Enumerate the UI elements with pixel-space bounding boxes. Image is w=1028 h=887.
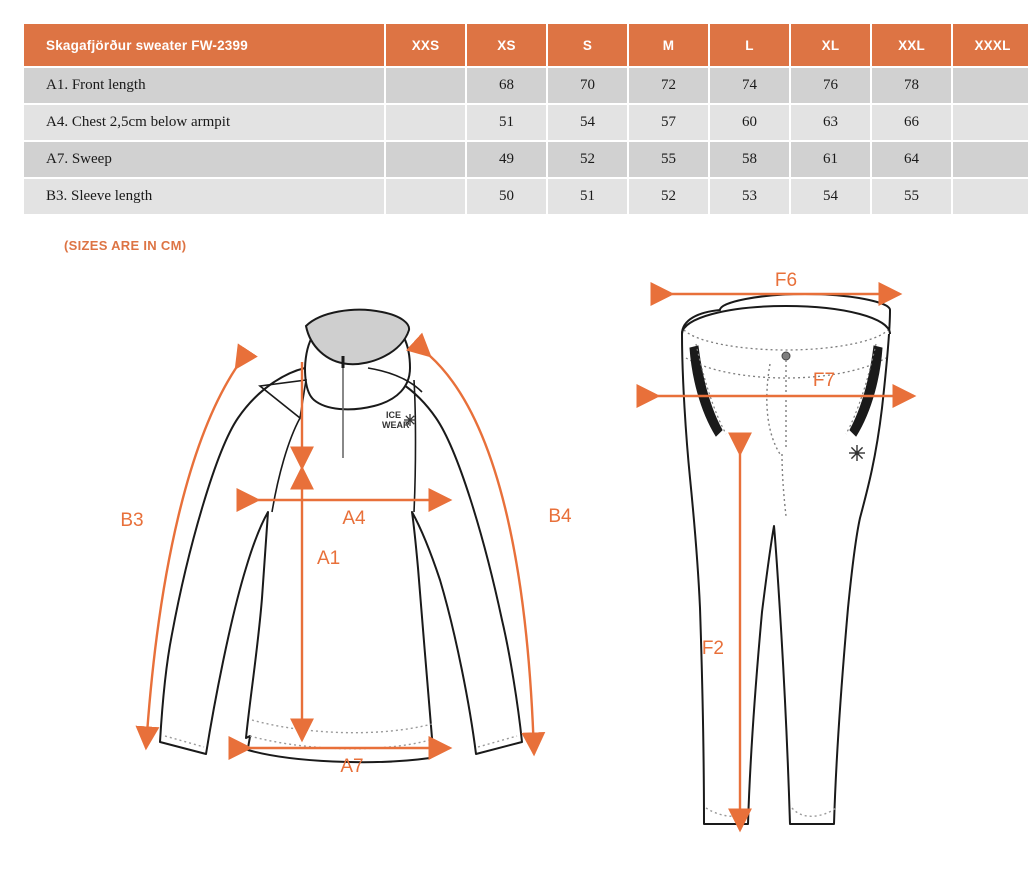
measurement-value: 51	[548, 179, 627, 214]
waistband-button-icon	[781, 351, 791, 361]
f2-label: F2	[702, 638, 724, 659]
sweater-diagram: ICE WEAR B3 A1	[120, 308, 572, 777]
a4-label: A4	[342, 508, 366, 529]
collar-inner-fill	[304, 308, 411, 366]
table-row: A1. Front length 68 70 72 74 76 78	[24, 68, 1028, 103]
trousers-body-path	[681, 293, 891, 825]
dimension-f7: F7	[636, 370, 917, 408]
measurement-value: 52	[629, 179, 708, 214]
measurement-value	[953, 68, 1028, 103]
size-table-body: A1. Front length 68 70 72 74 76 78 A4. C…	[24, 68, 1028, 214]
measurement-value: 52	[548, 142, 627, 177]
trousers-diagram: F6 F7 F2	[636, 270, 917, 833]
measurement-value	[386, 68, 465, 103]
trousers-outline	[681, 293, 891, 825]
measurement-value	[953, 179, 1028, 214]
measurement-value	[953, 142, 1028, 177]
b3-label: B3	[120, 510, 143, 531]
b4-label: B4	[548, 506, 572, 527]
dimension-f6: F6	[650, 270, 903, 306]
dimension-f2: F2	[702, 432, 752, 833]
column-header-l: L	[710, 24, 789, 66]
column-header-xxs: XXS	[386, 24, 465, 66]
measurement-value: 66	[872, 105, 951, 140]
column-header-xs: XS	[467, 24, 546, 66]
sweater-collar	[303, 308, 412, 458]
measurement-label: A1. Front length	[24, 68, 384, 103]
measurement-value: 54	[791, 179, 870, 214]
measurement-value: 63	[791, 105, 870, 140]
column-header-xl: XL	[791, 24, 870, 66]
table-row: A7. Sweep 49 52 55 58 61 64	[24, 142, 1028, 177]
measurement-value: 55	[872, 179, 951, 214]
crotch-seam	[781, 453, 787, 517]
sweater-body-path	[159, 367, 523, 764]
a1-label: A1	[317, 548, 340, 569]
measurement-value: 61	[791, 142, 870, 177]
table-row: A4. Chest 2,5cm below armpit 51 54 57 60…	[24, 105, 1028, 140]
size-table-header-row: Skagafjörður sweater FW-2399 XXS XS S M …	[24, 24, 1028, 66]
size-table: Skagafjörður sweater FW-2399 XXS XS S M …	[22, 22, 1028, 216]
measurement-value: 55	[629, 142, 708, 177]
measurement-value: 64	[872, 142, 951, 177]
waistband-top	[681, 304, 891, 335]
column-header-xxxl: XXXL	[953, 24, 1028, 66]
measurement-value: 58	[710, 142, 789, 177]
dimension-a1: A1	[290, 362, 340, 743]
logo-text-wear: WEAR	[382, 420, 410, 430]
f7-label: F7	[813, 370, 835, 391]
waistband-inner-stitch	[683, 329, 889, 351]
measurement-value	[953, 105, 1028, 140]
measurement-value	[386, 179, 465, 214]
right-pocket-stitch	[845, 343, 877, 435]
measurement-value: 51	[467, 105, 546, 140]
measurement-label: A7. Sweep	[24, 142, 384, 177]
size-table-head: Skagafjörður sweater FW-2399 XXS XS S M …	[24, 24, 1028, 66]
measurement-label: A4. Chest 2,5cm below armpit	[24, 105, 384, 140]
a7-label: A7	[340, 756, 363, 777]
dimension-b3: B3	[120, 343, 258, 751]
table-row: B3. Sleeve length 50 51 52 53 54 55	[24, 179, 1028, 214]
measurement-value: 60	[710, 105, 789, 140]
measurement-value: 74	[710, 68, 789, 103]
b4-arrow	[405, 332, 546, 757]
measurement-value	[386, 105, 465, 140]
measurement-value: 70	[548, 68, 627, 103]
size-table-container: Skagafjörður sweater FW-2399 XXS XS S M …	[22, 22, 1028, 216]
measurement-value: 78	[872, 68, 951, 103]
measurement-value: 68	[467, 68, 546, 103]
garment-diagrams: ICE WEAR B3 A1	[0, 268, 1028, 887]
sweater-outline	[159, 367, 523, 764]
column-header-m: M	[629, 24, 708, 66]
b3-arrow	[135, 343, 258, 751]
column-header-s: S	[548, 24, 627, 66]
measurement-value: 50	[467, 179, 546, 214]
fly-curve	[766, 363, 781, 455]
measurement-label: B3. Sleeve length	[24, 179, 384, 214]
table-title-cell: Skagafjörður sweater FW-2399	[24, 24, 384, 66]
measurement-value: 76	[791, 68, 870, 103]
snowflake-icon	[849, 445, 865, 461]
trousers-waistband	[681, 304, 891, 379]
measurement-value: 49	[467, 142, 546, 177]
f6-label: F6	[775, 270, 797, 291]
dimension-b4: B4	[405, 332, 572, 757]
measurement-value: 53	[710, 179, 789, 214]
sizes-unit-note: (SIZES ARE IN CM)	[64, 238, 187, 253]
measurement-value: 57	[629, 105, 708, 140]
measurement-value: 72	[629, 68, 708, 103]
column-header-xxl: XXL	[872, 24, 951, 66]
logo-text-ice: ICE	[386, 410, 401, 420]
left-pocket-stitch	[695, 343, 727, 435]
measurement-value	[386, 142, 465, 177]
measurement-value: 54	[548, 105, 627, 140]
